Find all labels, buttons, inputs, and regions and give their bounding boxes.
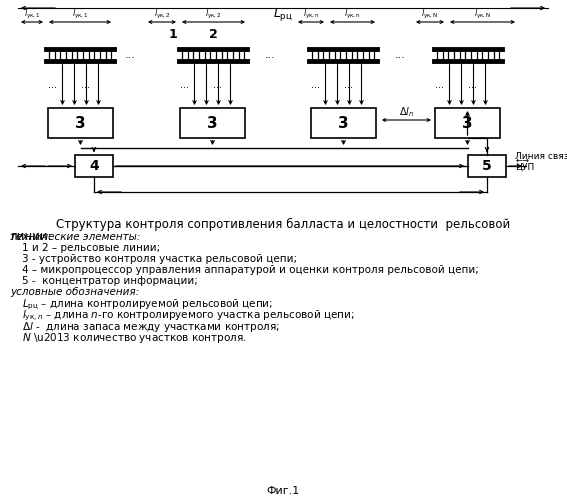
Text: $l_{\rm ук,n}$: $l_{\rm ук,n}$ (344, 8, 361, 21)
Text: ...: ... (435, 80, 444, 90)
Text: $l_{\rm ук,2}$: $l_{\rm ук,2}$ (205, 8, 222, 21)
Text: ...: ... (468, 80, 477, 90)
Text: $\leftarrow\!\!\!\rightarrow$: $\leftarrow\!\!\!\rightarrow$ (514, 156, 531, 165)
Text: $N$ \u2013 количество участков контроля.: $N$ \u2013 количество участков контроля. (22, 331, 247, 345)
Text: $L_{\rm рц}$: $L_{\rm рц}$ (273, 6, 293, 23)
Text: ...: ... (265, 50, 276, 60)
Text: 3: 3 (338, 116, 349, 130)
Bar (435, 108, 500, 138)
Text: 5 -  концентратор информации;: 5 - концентратор информации; (22, 276, 198, 286)
Bar (468, 155, 506, 177)
Text: ...: ... (311, 80, 320, 90)
Text: $l_{\rm ук,2}$: $l_{\rm ук,2}$ (154, 8, 171, 21)
Text: $L_{\rm рц}$ – длина контролируемой рельсовой цепи;: $L_{\rm рц}$ – длина контролируемой рель… (22, 298, 273, 312)
Text: Фиг.1: Фиг.1 (266, 486, 299, 496)
Text: технические элементы:: технические элементы: (10, 232, 141, 242)
Text: 3: 3 (207, 116, 218, 130)
Text: ...: ... (180, 80, 189, 90)
Text: Линия связи с
ЦУП: Линия связи с ЦУП (515, 152, 567, 172)
Text: $\Delta l$ -  длина запаса между участками контроля;: $\Delta l$ - длина запаса между участкам… (22, 320, 280, 334)
Text: линии:: линии: (10, 230, 53, 243)
Bar (180, 108, 245, 138)
Text: 3 - устройство контроля участка рельсовой цепи;: 3 - устройство контроля участка рельсово… (22, 254, 297, 264)
Text: $l_{\rm ук,N}$: $l_{\rm ук,N}$ (474, 8, 491, 21)
Text: 4 – микропроцессор управления аппаратурой и оценки контроля рельсовой цепи;: 4 – микропроцессор управления аппаратуро… (22, 265, 479, 275)
Bar (75, 155, 113, 177)
Text: 2: 2 (209, 28, 217, 40)
Text: условные обозначения:: условные обозначения: (10, 287, 139, 297)
Text: $\Delta l_n$: $\Delta l_n$ (399, 105, 414, 119)
Text: ...: ... (48, 80, 57, 90)
Text: $l_{\rm ук,1}$: $l_{\rm ук,1}$ (71, 8, 88, 21)
Text: ...: ... (213, 80, 222, 90)
Text: 3: 3 (462, 116, 473, 130)
Text: 3: 3 (75, 116, 86, 130)
Text: 4: 4 (89, 159, 99, 173)
Bar (311, 108, 376, 138)
Text: ...: ... (395, 50, 405, 60)
Text: 5: 5 (482, 159, 492, 173)
Text: $l_{\rm ук,1}$: $l_{\rm ук,1}$ (24, 8, 40, 21)
Text: $l_{\rm ук,\it{n}}$ – длина $n$-го контролируемого участка рельсовой цепи;: $l_{\rm ук,\it{n}}$ – длина $n$-го контр… (22, 309, 354, 324)
Text: $l_{\rm ук,N}$: $l_{\rm ук,N}$ (421, 8, 439, 21)
Text: Структура контроля сопротивления балласта и целостности  рельсовой: Структура контроля сопротивления балласт… (56, 218, 510, 231)
Text: $l_{\rm ук,n}$: $l_{\rm ук,n}$ (303, 8, 319, 21)
Text: ...: ... (81, 80, 90, 90)
Text: 1: 1 (168, 28, 177, 40)
Bar (48, 108, 113, 138)
Text: ...: ... (125, 50, 136, 60)
Text: 1 и 2 – рельсовые линии;: 1 и 2 – рельсовые линии; (22, 243, 160, 253)
Text: ...: ... (344, 80, 353, 90)
